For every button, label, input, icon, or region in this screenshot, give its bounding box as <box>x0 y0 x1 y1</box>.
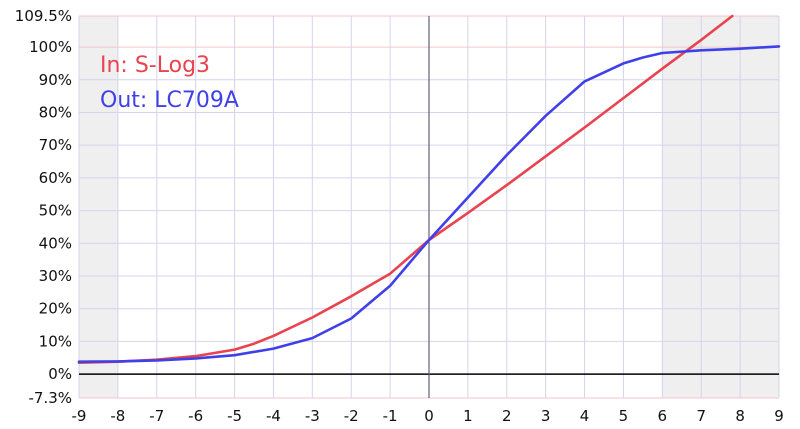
x-tick-label: -7 <box>149 407 164 425</box>
x-tick-label: -4 <box>266 407 281 425</box>
shaded-range-1 <box>662 16 779 398</box>
x-tick-label: 0 <box>424 407 434 425</box>
y-tick-label: 0% <box>48 365 72 383</box>
y-tick-label: 50% <box>39 202 72 220</box>
y-tick-label: 90% <box>39 71 72 89</box>
y-tick-label: 80% <box>39 103 72 121</box>
x-tick-label: -5 <box>227 407 242 425</box>
x-tick-label: 9 <box>774 407 784 425</box>
legend-entry-in: In: S-Log3 <box>100 53 210 78</box>
y-tick-label: 109.5% <box>15 7 72 25</box>
x-tick-label: 3 <box>541 407 551 425</box>
x-tick-label: -9 <box>72 407 87 425</box>
x-tick-label: 2 <box>502 407 512 425</box>
x-tick-label: 1 <box>463 407 473 425</box>
series-line-0 <box>77 14 734 365</box>
y-tick-label: 20% <box>39 300 72 318</box>
y-tick-label: -7.3% <box>28 389 72 407</box>
legend: In: S-Log3 Out: LC709A <box>100 53 239 113</box>
x-tick-label: -2 <box>344 407 359 425</box>
x-tick-label: 4 <box>580 407 590 425</box>
y-tick-label: 30% <box>39 267 72 285</box>
y-tick-label: 40% <box>39 234 72 252</box>
axes <box>79 16 779 398</box>
y-tick-label: 10% <box>39 332 72 350</box>
legend-entry-out: Out: LC709A <box>100 88 239 113</box>
x-tick-label: 5 <box>619 407 629 425</box>
series-lines <box>77 14 781 365</box>
x-tick-label: -1 <box>383 407 398 425</box>
x-tick-label: 8 <box>735 407 745 425</box>
y-tick-label: 70% <box>39 136 72 154</box>
tick-labels: -7.3%0%10%20%30%40%50%60%70%80%90%100%10… <box>15 7 784 425</box>
x-tick-label: -8 <box>110 407 125 425</box>
y-tick-label: 100% <box>29 38 72 56</box>
x-tick-label: 6 <box>658 407 668 425</box>
x-tick-label: -6 <box>188 407 203 425</box>
y-tick-label: 60% <box>39 169 72 187</box>
x-tick-label: -3 <box>305 407 320 425</box>
series-line-1 <box>77 45 781 364</box>
x-tick-label: 7 <box>696 407 706 425</box>
